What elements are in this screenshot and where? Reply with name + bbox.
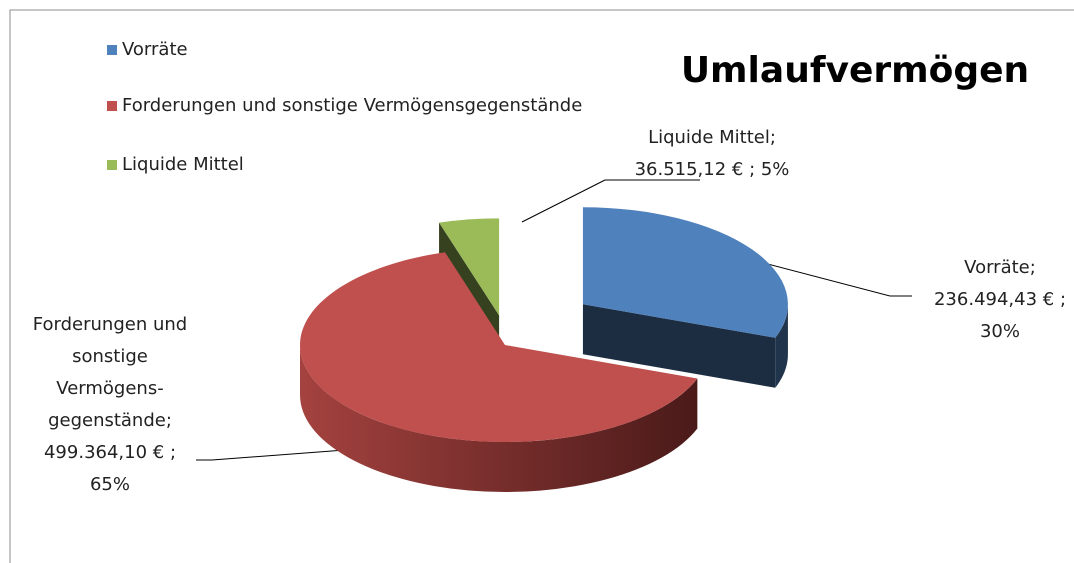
- data-label: 36.515,12 € ; 5%: [635, 159, 790, 180]
- slice-wall: [300, 345, 698, 492]
- legend-label: Forderungen und sonstige Vermögensgegens…: [122, 95, 582, 116]
- slice-side: [582, 304, 776, 388]
- data-label: gegenstände;: [48, 410, 172, 431]
- data-label: 499.364,10 € ;: [44, 442, 176, 463]
- data-label: Vermögens-: [56, 378, 163, 399]
- slice-wall: [775, 304, 788, 388]
- legend-swatch: [107, 45, 117, 55]
- data-label: Forderungen und: [33, 314, 187, 335]
- leader-line: [521, 179, 606, 223]
- leader-line: [211, 449, 346, 461]
- data-label: Vorräte;: [964, 257, 1036, 278]
- chart-title: Umlaufvermögen: [681, 50, 1029, 91]
- legend-swatch: [107, 101, 117, 111]
- data-label: sonstige: [72, 346, 148, 367]
- legend-label: Liquide Mittel: [122, 154, 244, 175]
- data-label: 30%: [980, 321, 1020, 342]
- slice: [439, 218, 500, 316]
- legend-label: Vorräte: [122, 39, 188, 60]
- slice: [299, 252, 698, 442]
- legend-swatch: [107, 160, 117, 170]
- data-label: 65%: [90, 474, 130, 495]
- data-label: Liquide Mittel;: [648, 127, 776, 148]
- data-label: 236.494,43 € ;: [934, 289, 1066, 310]
- slice: [582, 207, 788, 338]
